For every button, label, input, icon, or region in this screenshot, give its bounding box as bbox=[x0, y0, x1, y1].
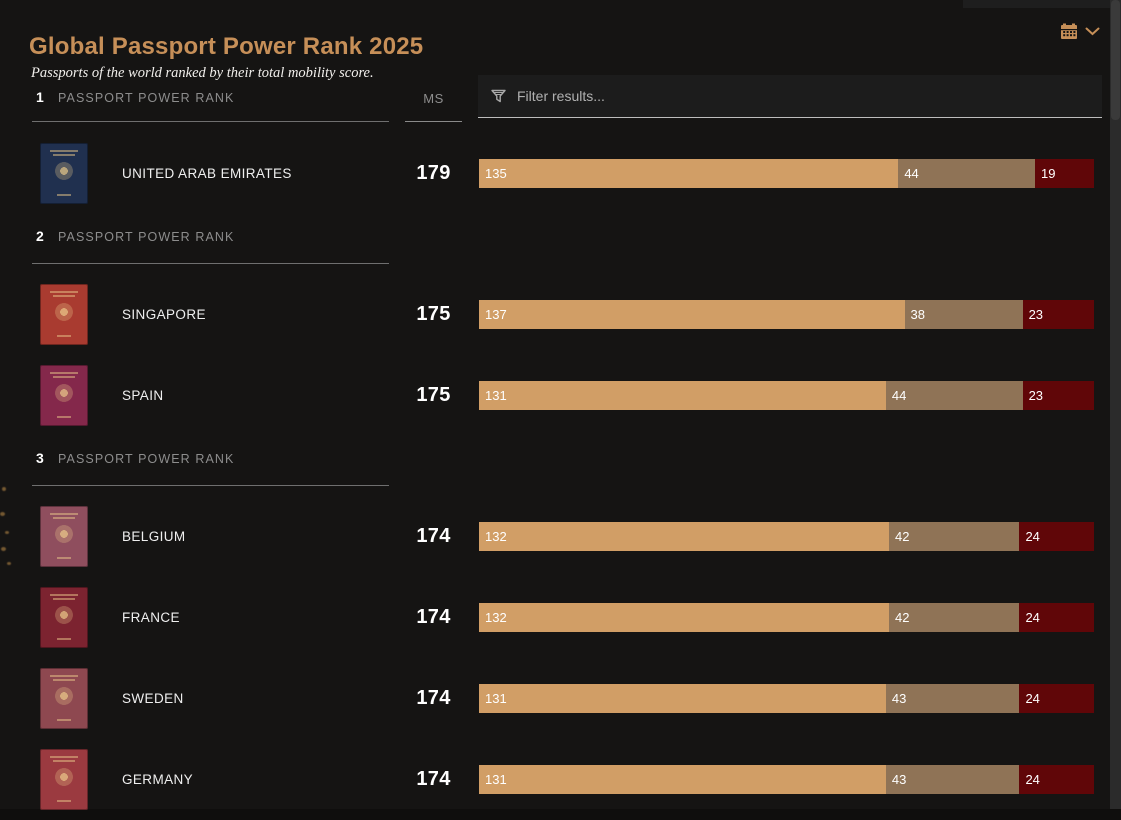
passport-cover-thumbnail bbox=[40, 143, 88, 204]
bar-segment-visa-required: 19 bbox=[1034, 159, 1094, 188]
section-header-rank-2: 2 PASSPORT POWER RANK bbox=[0, 214, 1110, 274]
table-row-germany[interactable]: GERMANY 174 131 43 24 bbox=[0, 739, 1110, 820]
bar-segment-visa-free: 132 bbox=[479, 522, 889, 551]
rank-number: 2 bbox=[36, 228, 44, 244]
bar-segment-visa-on-arrival: 43 bbox=[885, 684, 1020, 713]
bar-segment-visa-free: 131 bbox=[479, 381, 886, 410]
country-name: BELGIUM bbox=[122, 529, 186, 544]
mobility-bar: 135 44 19 bbox=[479, 159, 1094, 188]
bar-segment-visa-required: 24 bbox=[1019, 765, 1094, 794]
background-artwork bbox=[7, 562, 11, 565]
passport-emblem bbox=[55, 606, 73, 625]
passport-emblem bbox=[55, 525, 73, 544]
table-row-france[interactable]: FRANCE 174 132 42 24 bbox=[0, 577, 1110, 658]
rank-number: 1 bbox=[36, 89, 44, 105]
rank-column-header: PASSPORT POWER RANK bbox=[58, 91, 235, 105]
filter-input[interactable] bbox=[515, 87, 1059, 105]
bar-segment-visa-required: 24 bbox=[1019, 522, 1094, 551]
table-row-sweden[interactable]: SWEDEN 174 131 43 24 bbox=[0, 658, 1110, 739]
mobility-bar: 131 44 23 bbox=[479, 381, 1094, 410]
mobility-score: 174 bbox=[416, 606, 451, 628]
mobility-bar: 131 43 24 bbox=[479, 684, 1094, 713]
background-artwork bbox=[2, 487, 6, 491]
mobility-score: 175 bbox=[416, 384, 451, 406]
mobility-bar: 137 38 23 bbox=[479, 300, 1094, 329]
country-name: FRANCE bbox=[122, 610, 180, 625]
bar-segment-visa-required: 23 bbox=[1022, 381, 1094, 410]
mobility-score: 174 bbox=[416, 525, 451, 547]
mobility-bar: 132 42 24 bbox=[479, 522, 1094, 551]
bar-segment-visa-free: 131 bbox=[479, 765, 886, 794]
passport-cover-thumbnail bbox=[40, 749, 88, 810]
background-artwork bbox=[0, 512, 5, 516]
year-picker[interactable] bbox=[1060, 23, 1100, 40]
bar-segment-visa-free: 135 bbox=[479, 159, 899, 188]
mobility-bar: 132 42 24 bbox=[479, 603, 1094, 632]
bar-segment-visa-required: 24 bbox=[1019, 603, 1094, 632]
bar-segment-visa-required: 24 bbox=[1019, 684, 1094, 713]
chevron-down-icon[interactable] bbox=[1085, 27, 1100, 36]
bar-segment-visa-on-arrival: 44 bbox=[898, 159, 1035, 188]
passport-emblem bbox=[55, 384, 73, 403]
passport-emblem bbox=[55, 768, 73, 787]
funnel-icon bbox=[491, 89, 506, 103]
passport-emblem bbox=[55, 687, 73, 706]
passport-cover-thumbnail bbox=[40, 365, 88, 426]
ranking-list: UNITED ARAB EMIRATES 179 135 44 19 2 PAS… bbox=[0, 123, 1110, 820]
bar-segment-visa-on-arrival: 44 bbox=[885, 381, 1023, 410]
page-subtitle: Passports of the world ranked by their t… bbox=[31, 64, 374, 81]
table-row-united-arab-emirates[interactable]: UNITED ARAB EMIRATES 179 135 44 19 bbox=[0, 133, 1110, 214]
bar-segment-visa-free: 131 bbox=[479, 684, 886, 713]
passport-emblem bbox=[55, 162, 73, 181]
page-title: Global Passport Power Rank 2025 bbox=[29, 33, 424, 61]
calendar-icon[interactable] bbox=[1060, 23, 1078, 40]
bar-segment-visa-on-arrival: 38 bbox=[904, 300, 1023, 329]
bar-segment-visa-free: 137 bbox=[479, 300, 905, 329]
divider bbox=[405, 121, 462, 122]
rank-number: 3 bbox=[36, 450, 44, 466]
passport-emblem bbox=[55, 303, 73, 322]
bar-segment-visa-on-arrival: 42 bbox=[889, 522, 1020, 551]
ms-column-header: MS bbox=[423, 91, 444, 106]
table-row-spain[interactable]: SPAIN 175 131 44 23 bbox=[0, 355, 1110, 436]
bar-segment-visa-on-arrival: 42 bbox=[889, 603, 1020, 632]
section-header-rank-3: 3 PASSPORT POWER RANK bbox=[0, 436, 1110, 496]
table-row-singapore[interactable]: SINGAPORE 175 137 38 23 bbox=[0, 274, 1110, 355]
bar-segment-visa-required: 23 bbox=[1022, 300, 1094, 329]
vertical-scrollbar[interactable] bbox=[1110, 0, 1121, 809]
country-name: UNITED ARAB EMIRATES bbox=[122, 166, 292, 181]
background-artwork bbox=[5, 531, 9, 534]
rank-label: PASSPORT POWER RANK bbox=[58, 452, 235, 466]
divider bbox=[32, 485, 389, 486]
passport-cover-thumbnail bbox=[40, 668, 88, 729]
bar-segment-visa-on-arrival: 43 bbox=[885, 765, 1020, 794]
scrollbar-thumb[interactable] bbox=[1111, 0, 1120, 120]
filter-box[interactable] bbox=[478, 75, 1102, 118]
divider bbox=[32, 263, 389, 264]
mobility-score: 175 bbox=[416, 303, 451, 325]
rank-label: PASSPORT POWER RANK bbox=[58, 230, 235, 244]
table-row-belgium[interactable]: BELGIUM 174 132 42 24 bbox=[0, 496, 1110, 577]
passport-cover-thumbnail bbox=[40, 284, 88, 345]
country-name: SWEDEN bbox=[122, 691, 184, 706]
passport-cover-thumbnail bbox=[40, 506, 88, 567]
mobility-score: 174 bbox=[416, 768, 451, 790]
passport-cover-thumbnail bbox=[40, 587, 88, 648]
mobility-score: 179 bbox=[416, 162, 451, 184]
country-name: GERMANY bbox=[122, 772, 194, 787]
collapsed-panel-edge bbox=[963, 0, 1110, 8]
country-name: SINGAPORE bbox=[122, 307, 206, 322]
background-artwork bbox=[1, 547, 6, 551]
divider bbox=[32, 121, 389, 122]
bar-segment-visa-free: 132 bbox=[479, 603, 889, 632]
country-name: SPAIN bbox=[122, 388, 164, 403]
mobility-bar: 131 43 24 bbox=[479, 765, 1094, 794]
mobility-score: 174 bbox=[416, 687, 451, 709]
passport-rank-page: Global Passport Power Rank 2025 Passport… bbox=[0, 0, 1110, 810]
